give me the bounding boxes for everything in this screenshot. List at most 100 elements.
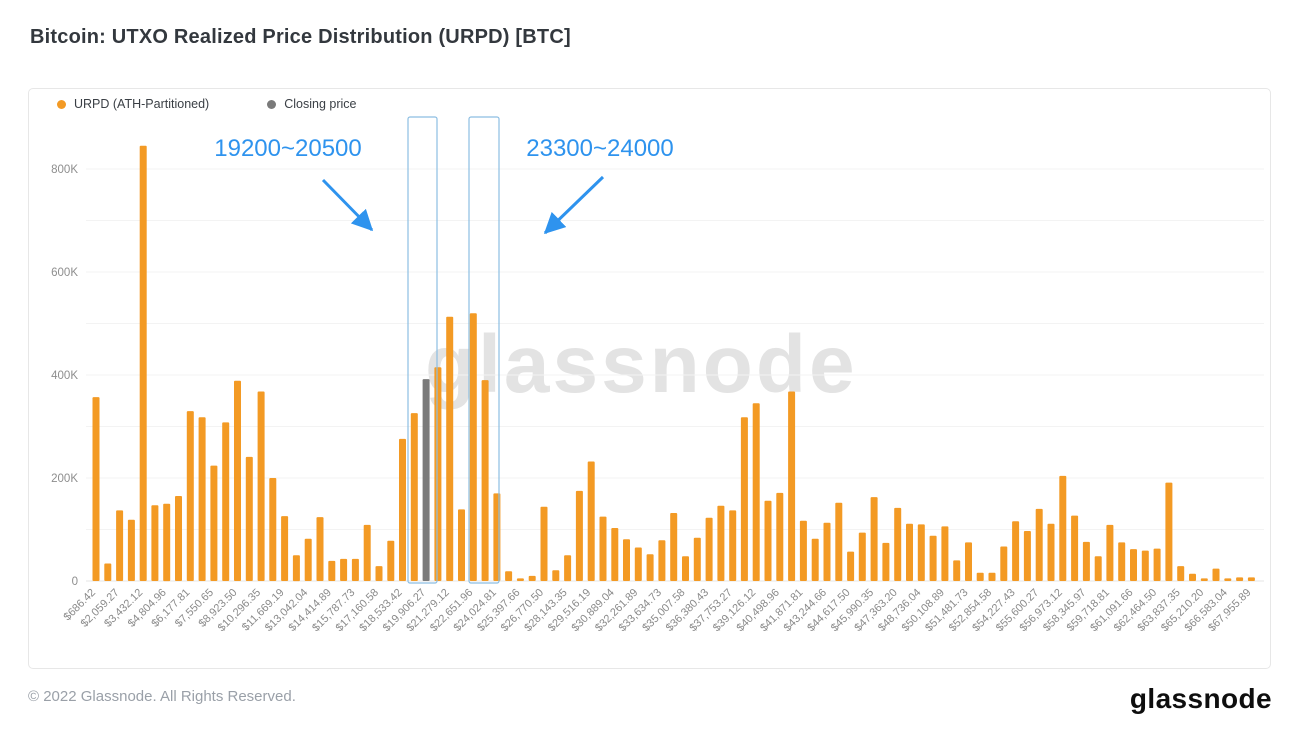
- urpd-bar[interactable]: [1165, 482, 1173, 581]
- urpd-bar[interactable]: [1023, 531, 1031, 581]
- urpd-bar[interactable]: [304, 538, 312, 581]
- urpd-bar[interactable]: [693, 537, 701, 581]
- urpd-bar[interactable]: [292, 555, 300, 582]
- urpd-bar[interactable]: [799, 520, 807, 581]
- urpd-bar[interactable]: [953, 560, 961, 581]
- urpd-bar[interactable]: [634, 547, 642, 582]
- urpd-bar[interactable]: [245, 456, 253, 581]
- urpd-bar[interactable]: [941, 526, 949, 581]
- urpd-bar[interactable]: [882, 542, 890, 581]
- urpd-bar[interactable]: [729, 510, 737, 581]
- urpd-bar[interactable]: [564, 555, 572, 582]
- urpd-bar[interactable]: [1212, 568, 1220, 581]
- urpd-bar[interactable]: [127, 519, 135, 581]
- urpd-bar[interactable]: [92, 397, 100, 581]
- chart-svg[interactable]: 0200K400K600K800K$686.42$2,059.27$3,432.…: [28, 88, 1271, 669]
- urpd-bar[interactable]: [929, 535, 937, 581]
- urpd-bar[interactable]: [870, 497, 878, 581]
- legend-item-closing-price[interactable]: Closing price: [267, 97, 356, 111]
- urpd-bar[interactable]: [1200, 578, 1208, 581]
- urpd-bar[interactable]: [505, 571, 513, 581]
- urpd-bar[interactable]: [752, 403, 760, 581]
- urpd-bar[interactable]: [1177, 566, 1185, 581]
- urpd-bar[interactable]: [410, 413, 418, 581]
- urpd-bar[interactable]: [776, 492, 784, 581]
- urpd-bar[interactable]: [340, 558, 348, 581]
- urpd-bar[interactable]: [540, 506, 548, 581]
- urpd-bar[interactable]: [823, 522, 831, 581]
- urpd-bar[interactable]: [234, 380, 241, 581]
- urpd-bar[interactable]: [658, 540, 666, 581]
- urpd-bar[interactable]: [151, 505, 159, 581]
- urpd-bar[interactable]: [186, 411, 194, 581]
- urpd-bar[interactable]: [1247, 577, 1255, 581]
- urpd-bar[interactable]: [611, 528, 619, 581]
- urpd-bar[interactable]: [599, 516, 607, 581]
- urpd-bar[interactable]: [104, 563, 112, 582]
- urpd-bar[interactable]: [1094, 556, 1102, 581]
- urpd-bar[interactable]: [740, 417, 748, 581]
- urpd-bar[interactable]: [458, 509, 465, 581]
- urpd-bar[interactable]: [670, 513, 678, 581]
- urpd-bar[interactable]: [328, 560, 336, 581]
- urpd-bar[interactable]: [175, 496, 182, 581]
- urpd-bar[interactable]: [835, 502, 843, 581]
- urpd-bar[interactable]: [894, 507, 902, 581]
- urpd-bar[interactable]: [988, 572, 996, 581]
- urpd-bar[interactable]: [1118, 542, 1126, 581]
- urpd-bar[interactable]: [222, 422, 230, 581]
- urpd-bar[interactable]: [1106, 524, 1114, 581]
- urpd-bar[interactable]: [1082, 541, 1090, 581]
- urpd-bar[interactable]: [965, 542, 972, 581]
- urpd-bar[interactable]: [587, 461, 595, 582]
- urpd-bar[interactable]: [139, 145, 147, 582]
- urpd-bar[interactable]: [717, 505, 725, 581]
- urpd-bar[interactable]: [1071, 515, 1079, 581]
- urpd-bar[interactable]: [1141, 550, 1149, 581]
- urpd-bar[interactable]: [316, 517, 324, 581]
- urpd-bar[interactable]: [269, 478, 277, 581]
- closing-price-bar[interactable]: [422, 379, 430, 581]
- urpd-bar[interactable]: [1189, 573, 1196, 581]
- urpd-bar[interactable]: [646, 554, 654, 581]
- urpd-bar[interactable]: [811, 538, 819, 581]
- urpd-bar[interactable]: [210, 465, 218, 581]
- urpd-bar[interactable]: [1236, 577, 1244, 581]
- urpd-bar[interactable]: [764, 500, 772, 581]
- urpd-bar[interactable]: [528, 575, 536, 581]
- urpd-bar[interactable]: [375, 566, 383, 581]
- urpd-bar[interactable]: [198, 417, 206, 581]
- urpd-bar[interactable]: [623, 539, 630, 581]
- urpd-bar[interactable]: [481, 380, 489, 581]
- urpd-bar[interactable]: [469, 313, 477, 581]
- urpd-bar[interactable]: [1012, 521, 1020, 581]
- urpd-bar[interactable]: [1153, 548, 1161, 581]
- urpd-bar[interactable]: [1000, 546, 1008, 582]
- urpd-bar[interactable]: [1047, 523, 1055, 581]
- urpd-bar[interactable]: [163, 503, 171, 582]
- urpd-bar[interactable]: [976, 572, 984, 581]
- urpd-bar[interactable]: [446, 316, 454, 581]
- urpd-bar[interactable]: [847, 551, 855, 581]
- urpd-bar[interactable]: [788, 391, 796, 582]
- urpd-bar[interactable]: [399, 438, 406, 581]
- urpd-bar[interactable]: [858, 532, 866, 581]
- urpd-bar[interactable]: [906, 523, 913, 581]
- urpd-bar[interactable]: [387, 540, 395, 581]
- urpd-bar[interactable]: [257, 391, 265, 582]
- urpd-bar[interactable]: [1035, 508, 1043, 581]
- urpd-bar[interactable]: [1130, 549, 1137, 581]
- urpd-bar[interactable]: [575, 490, 583, 581]
- urpd-bar[interactable]: [917, 524, 925, 581]
- urpd-bar[interactable]: [1224, 578, 1232, 581]
- urpd-bar[interactable]: [516, 578, 524, 581]
- urpd-bar[interactable]: [116, 510, 124, 581]
- urpd-bar[interactable]: [682, 556, 689, 581]
- urpd-bar[interactable]: [434, 367, 442, 581]
- urpd-bar[interactable]: [1059, 475, 1067, 581]
- urpd-bar[interactable]: [281, 516, 289, 581]
- urpd-bar[interactable]: [705, 517, 713, 581]
- legend-item-urpd[interactable]: URPD (ATH-Partitioned): [57, 97, 209, 111]
- urpd-bar[interactable]: [363, 524, 371, 581]
- urpd-bar[interactable]: [351, 558, 359, 581]
